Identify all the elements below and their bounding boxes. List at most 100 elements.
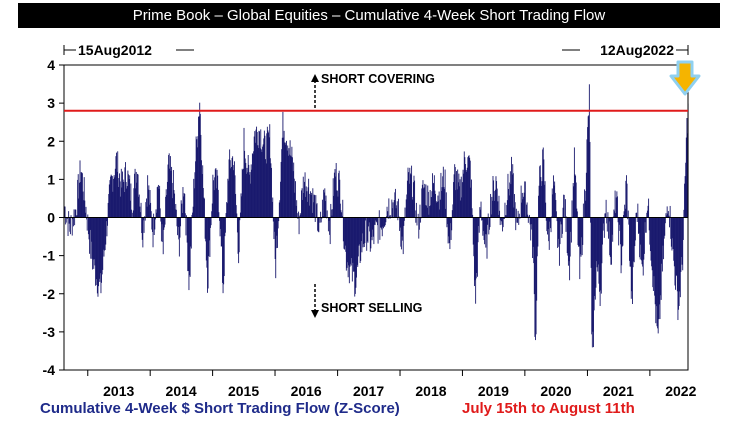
bar <box>465 169 467 218</box>
bar <box>514 202 516 218</box>
bar <box>460 200 462 218</box>
bar <box>66 217 68 219</box>
bar <box>317 217 319 232</box>
bar <box>640 217 642 245</box>
bar <box>275 217 277 249</box>
bar <box>397 198 399 218</box>
bar <box>468 155 470 218</box>
bar <box>261 151 263 218</box>
bar <box>557 217 559 248</box>
x-tick-label: 2020 <box>540 383 571 399</box>
bar <box>69 217 71 235</box>
bar <box>89 217 91 230</box>
bar <box>573 147 575 218</box>
bar <box>357 217 359 267</box>
bar <box>427 191 429 218</box>
bar <box>629 217 630 261</box>
bar <box>220 217 222 229</box>
bar <box>677 217 679 321</box>
bar <box>495 176 497 218</box>
bar <box>308 193 310 218</box>
end-date-label: 12Aug2022 <box>600 42 674 58</box>
bar <box>122 171 123 218</box>
bar <box>357 217 359 257</box>
bar <box>623 215 624 218</box>
bar <box>272 197 274 218</box>
bar <box>208 217 210 241</box>
bar <box>435 201 437 218</box>
bar <box>132 212 134 218</box>
bar <box>241 196 243 218</box>
bar <box>457 182 459 218</box>
bar <box>551 188 553 218</box>
bar <box>130 183 132 218</box>
bar <box>326 210 328 218</box>
bar <box>454 167 456 218</box>
bar <box>265 163 267 218</box>
bar <box>344 217 346 250</box>
bar <box>633 217 635 263</box>
bar <box>564 199 566 218</box>
bar <box>418 217 420 239</box>
short-covering-label: SHORT COVERING <box>321 72 435 86</box>
bar <box>590 217 592 268</box>
bar <box>462 169 464 218</box>
bar <box>276 217 278 236</box>
bar <box>106 217 108 237</box>
bar <box>302 176 304 218</box>
bar <box>327 217 329 232</box>
bar <box>183 196 185 218</box>
bar <box>550 217 552 233</box>
bar <box>427 185 429 218</box>
bar <box>341 212 343 218</box>
bar <box>198 116 199 218</box>
bar <box>493 180 495 218</box>
bar <box>93 217 95 260</box>
bar <box>233 165 235 218</box>
bar <box>314 217 316 222</box>
bar <box>451 217 453 231</box>
bar <box>638 217 640 234</box>
x-tick-label: 2019 <box>478 383 509 399</box>
bar <box>227 178 229 218</box>
bar <box>259 131 261 218</box>
y-tick-label: 0 <box>47 210 55 226</box>
bar <box>75 209 77 218</box>
bar <box>512 164 514 218</box>
bar <box>499 210 501 218</box>
bar <box>189 217 191 277</box>
bar <box>335 176 337 218</box>
bar <box>168 155 170 218</box>
bar <box>451 210 453 218</box>
bar <box>260 129 262 218</box>
bar <box>560 217 562 222</box>
bar <box>585 172 587 218</box>
bar <box>536 217 538 301</box>
bar <box>520 185 522 218</box>
bar <box>574 174 576 218</box>
bar <box>76 215 78 218</box>
x-tick-label: 2013 <box>103 383 134 399</box>
bar <box>68 211 70 218</box>
bar <box>118 178 120 218</box>
bar <box>593 217 594 348</box>
bar <box>614 190 616 218</box>
bar <box>399 217 401 228</box>
bar <box>379 217 381 240</box>
bar <box>653 217 655 277</box>
bar <box>514 194 515 218</box>
bar <box>324 188 326 218</box>
bar <box>108 184 110 218</box>
bar <box>296 213 298 218</box>
bar <box>611 217 612 265</box>
bar <box>654 217 656 305</box>
bar-series <box>64 84 689 348</box>
bar <box>219 217 221 237</box>
bar <box>332 178 334 218</box>
bar <box>415 217 417 223</box>
x-tick-label: 2015 <box>228 383 259 399</box>
bar <box>75 215 77 218</box>
bar <box>625 180 627 218</box>
bar <box>81 172 83 218</box>
bar <box>390 215 392 218</box>
